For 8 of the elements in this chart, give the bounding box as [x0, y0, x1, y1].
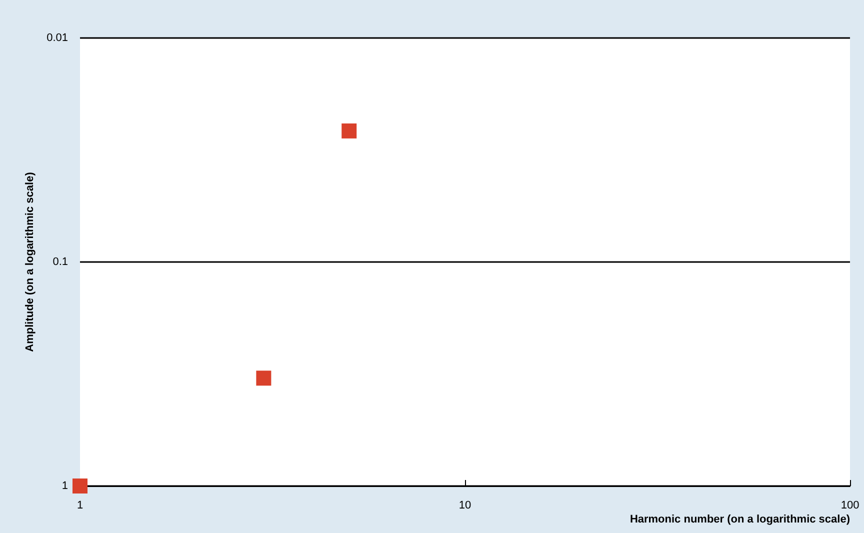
y-tick-label: 0.01 — [46, 32, 68, 44]
y-tick-label: 0.1 — [52, 256, 68, 268]
y-axis-title: Amplitude (on a logarithmic scale) — [24, 172, 36, 352]
y-tick-label: 1 — [62, 480, 68, 492]
x-tick-label: 10 — [458, 500, 472, 512]
x-tick-label: 1 — [76, 500, 84, 512]
x-axis-title: Harmonic number (on a logarithmic scale) — [630, 514, 850, 526]
x-tick-label: 100 — [840, 500, 860, 512]
